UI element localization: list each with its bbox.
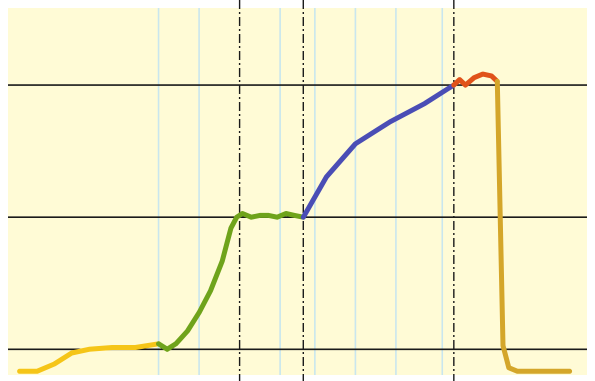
- series-line-2: [156, 211, 306, 352]
- series-line-5: [494, 78, 573, 374]
- series-group: [17, 71, 573, 374]
- divider-lines: [238, 0, 455, 381]
- series-line-1: [17, 341, 161, 374]
- series-line-4: [451, 71, 500, 88]
- plot-background: [8, 8, 587, 375]
- minor-gridlines: [157, 8, 444, 375]
- series-line-3: [300, 82, 457, 220]
